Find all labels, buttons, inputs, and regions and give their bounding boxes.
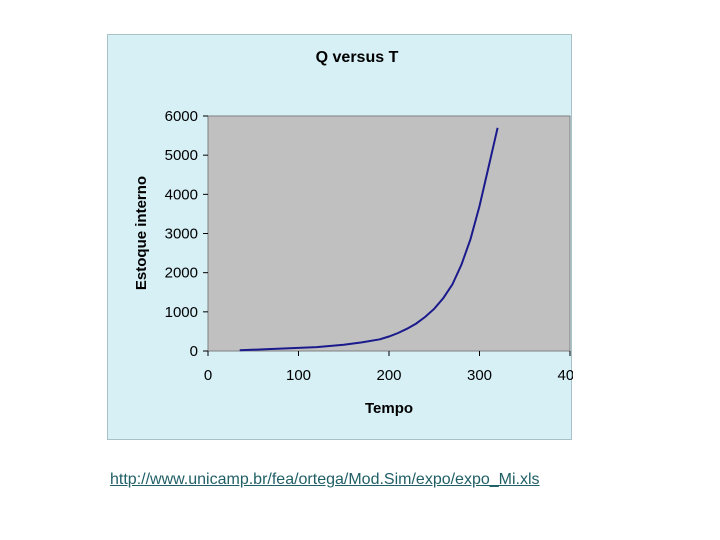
y-tick-label: 3000 <box>165 226 198 243</box>
y-tick-label: 4000 <box>165 186 198 203</box>
y-tick-label: 2000 <box>165 265 198 282</box>
source-url-link[interactable]: http://www.unicamp.br/fea/ortega/Mod.Sim… <box>110 471 540 488</box>
chart-title: Q versus T <box>316 49 399 66</box>
x-tick-label: 300 <box>467 367 492 384</box>
x-tick-label: 0 <box>204 367 212 384</box>
x-axis-title: Tempo <box>365 400 413 417</box>
x-tick-label: 100 <box>286 367 311 384</box>
x-tick-label: 200 <box>376 367 401 384</box>
y-axis: 0 1000 2000 3000 4000 5000 6000 <box>165 108 208 360</box>
x-axis: 0 100 200 300 400 <box>204 351 573 384</box>
series-line <box>239 127 499 352</box>
plot-area <box>207 115 571 352</box>
chart-panel: Q versus T 0 1000 2000 3000 4000 5000 6000 0 10… <box>107 34 573 440</box>
line-chart: Q versus T 0 1000 2000 3000 4000 5000 6000 0 10… <box>133 49 573 417</box>
y-tick-label: 0 <box>190 343 198 360</box>
y-tick-label: 6000 <box>165 108 198 125</box>
y-tick-label: 1000 <box>165 304 198 321</box>
y-axis-title: Estoque interno <box>133 176 150 290</box>
x-tick-label: 400 <box>557 367 573 384</box>
y-tick-label: 5000 <box>165 147 198 164</box>
